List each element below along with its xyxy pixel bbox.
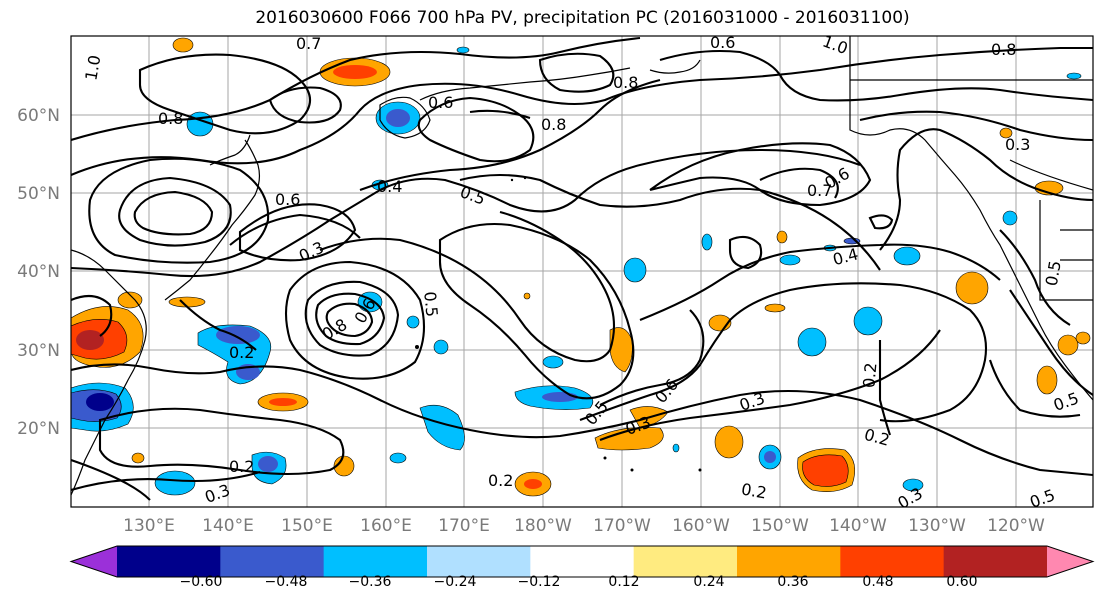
contour-label: 0.2 [740, 479, 768, 502]
contour-label: 0.2 [229, 457, 254, 476]
colorbar [69, 545, 1095, 578]
contour-label: 0.8 [613, 73, 638, 92]
colorbar-ticks: −0.60 −0.48 −0.36 −0.24 −0.12 0.12 0.24 … [180, 574, 978, 590]
contour-label: 0.8 [991, 40, 1016, 59]
lon-tick-label: 130°E [123, 516, 175, 536]
lat-tick-label: 30°N [17, 341, 60, 361]
contour-label: 0.5 [420, 291, 441, 318]
lon-tick-label: 140°W [829, 516, 887, 536]
colorbar-segment [530, 546, 635, 577]
contour-label: 0.6 [428, 93, 453, 112]
lon-tick-label: 130°W [908, 516, 966, 536]
lon-tick-label: 140°E [202, 516, 254, 536]
contour-label: 0.7 [807, 181, 832, 200]
colorbar-segment [840, 546, 945, 577]
contour-label: 0.2 [488, 471, 513, 490]
colorbar-segment [117, 546, 221, 577]
map-border [70, 35, 1094, 508]
contour-label: 0.8 [158, 109, 183, 128]
colorbar-tick-label: −0.60 [180, 574, 223, 590]
lon-tick-label: 150°W [751, 516, 809, 536]
lon-tick-label: 170°E [438, 516, 490, 536]
colorbar-tick-label: 0.48 [862, 574, 893, 590]
colorbar-tick-label: −0.48 [265, 574, 308, 590]
contour-label: 0.4 [377, 177, 402, 196]
contour-label: 0.8 [541, 115, 566, 134]
colorbar-segment [737, 546, 841, 577]
lat-tick-label: 20°N [17, 419, 60, 439]
lon-tick-label: 150°E [281, 516, 333, 536]
colorbar-tick-label: 0.36 [777, 574, 808, 590]
colorbar-segment [943, 546, 1048, 577]
lat-tick-label: 40°N [17, 262, 60, 282]
contour-label: 0.6 [275, 190, 300, 209]
latitude-axis: 60°N 50°N 40°N 30°N 20°N [17, 106, 60, 439]
colorbar-outline [69, 545, 1095, 578]
islands [415, 176, 702, 472]
colorbar-extend-low [71, 546, 117, 577]
lon-tick-label: 160°W [672, 516, 730, 536]
contour-label: 0.2 [859, 362, 880, 389]
contour-label: 0.3 [1005, 135, 1030, 154]
map-title: 2016030600 F066 700 hPa PV, precipitatio… [255, 8, 910, 28]
colorbar-tick-label: 0.24 [693, 574, 724, 590]
colorbar-tick-label: −0.12 [518, 574, 561, 590]
lon-tick-label: 160°E [360, 516, 412, 536]
coastlines [71, 36, 1093, 496]
lat-tick-label: 50°N [17, 184, 60, 204]
lon-tick-label: 170°W [593, 516, 651, 536]
colorbar-tick-label: −0.36 [349, 574, 392, 590]
colorbar-extend-high [1047, 546, 1093, 577]
contour-label: 0.7 [296, 34, 321, 53]
contour-label: 0.6 [710, 33, 735, 52]
colorbar-tick-label: −0.24 [434, 574, 477, 590]
colorbar-tick-label: 0.12 [608, 574, 639, 590]
contour-label: 1.0 [81, 54, 104, 82]
contour-label: 0.5 [1042, 259, 1065, 287]
colorbar-segment [220, 546, 325, 577]
contour-label: 0.2 [229, 343, 254, 362]
colorbar-segment [427, 546, 531, 577]
colorbar-segment [323, 546, 428, 577]
lat-tick-label: 60°N [17, 106, 60, 126]
pv-contours [71, 36, 1093, 501]
lon-tick-label: 120°W [987, 516, 1045, 536]
lon-tick-label: 180°W [514, 516, 572, 536]
colorbar-segment [633, 546, 738, 577]
colorbar-tick-label: 0.60 [946, 574, 977, 590]
longitude-axis: 130°E 140°E 150°E 160°E 170°E 180°W 170°… [123, 516, 1045, 536]
